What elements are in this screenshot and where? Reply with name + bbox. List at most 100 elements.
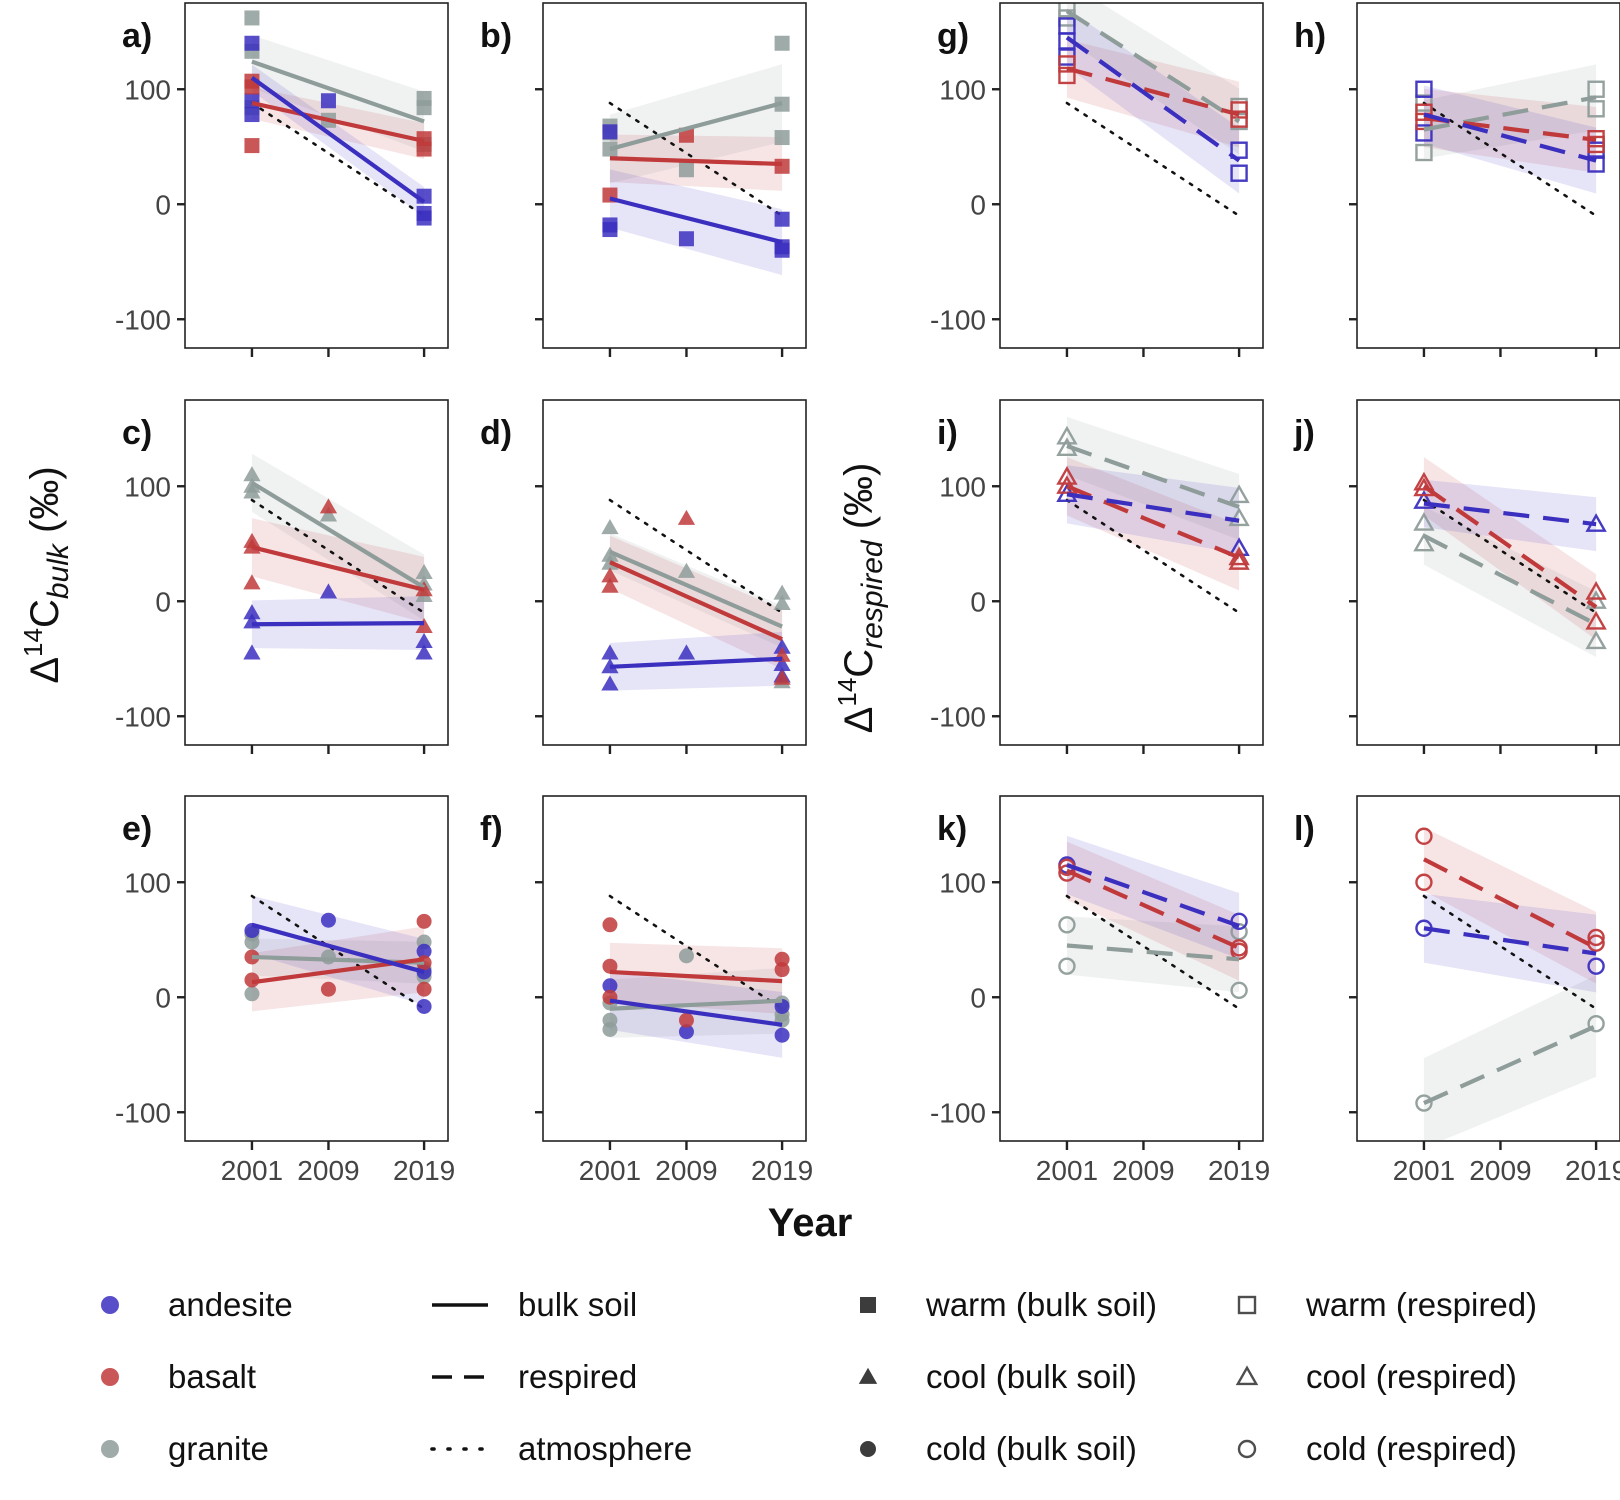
trend-line-andesite — [251, 621, 425, 627]
trend-line-basalt — [1066, 484, 1240, 560]
point-granite — [1413, 512, 1435, 531]
plot-area — [244, 10, 432, 226]
panel-label: b) — [480, 17, 512, 55]
panel-frame — [184, 2, 449, 349]
panel-frame — [1356, 2, 1620, 349]
legend-linetype-dashed: respired — [432, 1358, 637, 1395]
point-andesite — [1415, 80, 1433, 98]
panel-frame — [542, 795, 807, 1142]
panel-a: 100 0 -100 a) — [115, 2, 449, 357]
x-tick-label: 2009 — [1112, 1155, 1174, 1186]
point-granite — [774, 35, 790, 51]
atmosphere-line — [608, 894, 784, 1011]
legend-label: cool (bulk soil) — [926, 1358, 1137, 1395]
plot-area — [243, 453, 433, 660]
point-granite — [1230, 981, 1248, 1000]
point-granite — [1056, 425, 1078, 445]
trend-line-basalt — [609, 969, 783, 984]
panel-label: k) — [937, 810, 967, 848]
point-andesite — [601, 644, 619, 660]
trend-line-granite — [1065, 9, 1241, 124]
trend-line-basalt — [609, 560, 783, 642]
trend-line-granite — [609, 998, 783, 1011]
point-basalt — [1585, 581, 1607, 600]
panel-label: a) — [122, 17, 152, 55]
legend-material-andesite: andesite — [101, 1286, 293, 1323]
atmosphere-line — [1065, 894, 1241, 1011]
x-tick-label: 2019 — [751, 1155, 813, 1186]
plot-area — [244, 894, 432, 1014]
x-tick-label: 2001 — [1393, 1155, 1455, 1186]
point-basalt — [1056, 475, 1078, 494]
y-tick-label: 100 — [939, 471, 986, 502]
panels: 100 0 -100 a) b) 100 0 -100 c) d) 100 0 -100 2001 2009… — [115, 2, 1620, 1186]
point-granite — [1228, 507, 1250, 527]
trend-line-andesite — [1423, 926, 1597, 956]
x-tick-label: 2019 — [1565, 1155, 1620, 1186]
panel-label: c) — [122, 414, 152, 452]
point-granite — [773, 594, 791, 611]
point-andesite — [773, 638, 791, 654]
point-basalt — [416, 913, 432, 929]
trend-line-andesite — [609, 998, 783, 1027]
panel-label: f) — [480, 810, 503, 848]
legend-shape-triangle — [858, 1367, 878, 1384]
point-andesite — [678, 231, 694, 247]
panel-g: 100 0 -100 g) — [930, 2, 1264, 357]
atmosphere-line — [1422, 894, 1598, 1011]
legend-label: warm (respired) — [1305, 1286, 1537, 1323]
y-tick-label: 0 — [155, 586, 171, 617]
point-granite — [1585, 630, 1607, 650]
trend-line-andesite — [1423, 112, 1597, 163]
point-basalt — [602, 958, 618, 974]
trend-line-andesite — [609, 196, 783, 245]
legend-shape-square — [1237, 1295, 1257, 1315]
panel-label: i) — [937, 414, 958, 452]
legend-label: cool (respired) — [1306, 1358, 1517, 1395]
legend-material-granite: granite — [101, 1430, 269, 1467]
plot-area — [602, 894, 790, 1058]
point-andesite — [320, 912, 336, 928]
atmosphere-line — [1065, 498, 1241, 615]
point-granite — [678, 948, 694, 964]
x-tick-label: 2009 — [297, 1155, 359, 1186]
point-basalt — [677, 509, 696, 525]
point-andesite — [320, 93, 336, 109]
panel-label: j) — [1293, 414, 1315, 452]
ci-band-granite — [1423, 975, 1597, 1141]
point-basalt — [601, 567, 619, 583]
legend-shape-circle — [1237, 1439, 1257, 1459]
legend-label: respired — [518, 1358, 637, 1395]
legend-label: granite — [168, 1430, 269, 1467]
point-andesite — [602, 222, 618, 238]
point-granite — [677, 562, 696, 578]
plot-area — [1415, 827, 1605, 1141]
legend-shape-respired-triangle: cool (respired) — [1235, 1358, 1517, 1395]
point-granite — [1587, 1015, 1605, 1033]
point-granite — [244, 986, 260, 1002]
y-axis-title-respired: Δ14Crespired (‰) — [832, 463, 889, 734]
point-basalt — [320, 981, 336, 997]
point-granite — [416, 100, 432, 116]
point-basalt — [678, 1012, 694, 1028]
y-tick-label: -100 — [930, 1097, 986, 1128]
legend-linetype-dotted: atmosphere — [430, 1430, 692, 1467]
legend-swatch-andesite — [101, 1296, 119, 1314]
point-basalt — [1230, 110, 1248, 128]
y-axis-title-bulk: Δ14Cbulk (‰) — [18, 466, 75, 683]
x-tick-label: 2001 — [579, 1155, 641, 1186]
point-granite — [601, 519, 619, 535]
point-andesite — [416, 998, 432, 1014]
point-andesite — [244, 35, 260, 51]
point-granite — [244, 934, 260, 950]
point-granite — [1585, 590, 1607, 609]
plot-area — [601, 498, 791, 691]
point-basalt — [244, 79, 260, 95]
panel-c: 100 0 -100 c) — [115, 399, 449, 754]
point-andesite — [319, 583, 338, 599]
point-andesite — [244, 107, 260, 123]
point-basalt — [774, 962, 790, 978]
legend-label: bulk soil — [518, 1286, 637, 1323]
point-basalt — [1415, 873, 1433, 891]
panel-frame — [542, 399, 807, 746]
